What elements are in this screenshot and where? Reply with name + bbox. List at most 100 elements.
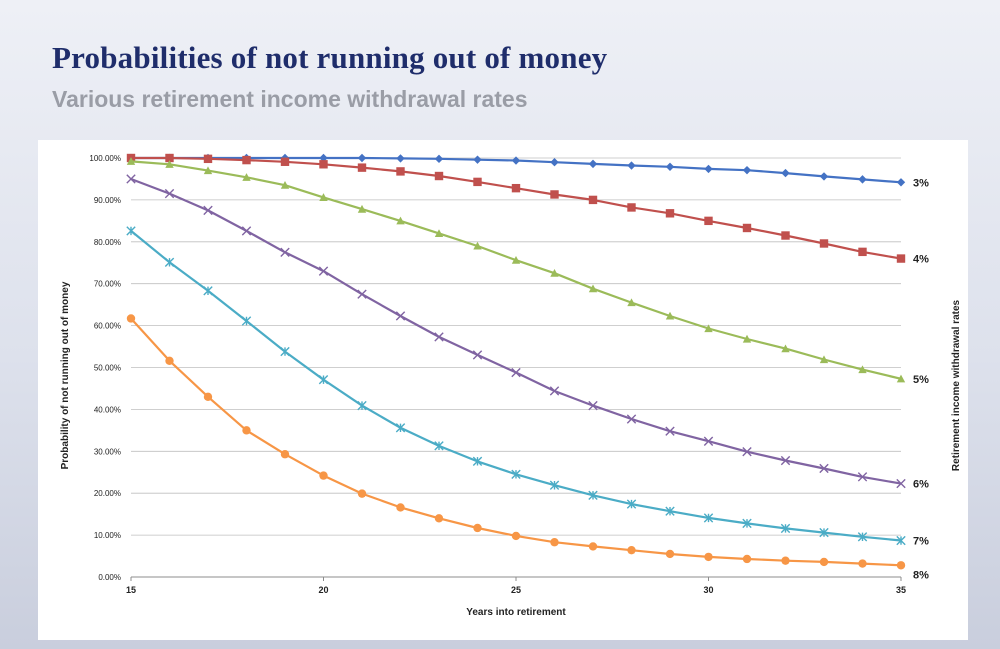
series-label: 5% <box>913 374 929 386</box>
x-tick-label: 35 <box>896 585 906 595</box>
data-point <box>434 514 444 523</box>
data-point <box>742 518 752 529</box>
data-point <box>665 162 675 171</box>
data-point <box>549 480 560 490</box>
data-point <box>819 557 829 567</box>
series-8pct: 8% <box>126 314 929 581</box>
data-point <box>588 400 598 411</box>
data-point <box>165 153 174 163</box>
data-point <box>126 157 136 165</box>
y-axis-title: Probability of not running out of money <box>60 281 71 469</box>
data-point <box>588 542 598 551</box>
data-point <box>319 160 328 169</box>
y-tick-label: 20.00% <box>94 489 121 498</box>
data-point <box>819 463 829 474</box>
data-point <box>203 286 213 296</box>
y-axis: 0.00% 10.00% 20.00% 30.00% 40.00% 50.00% 60.00… <box>89 154 121 582</box>
data-point <box>242 173 251 181</box>
y-tick-label: 0.00% <box>98 573 121 582</box>
data-point <box>434 441 444 451</box>
data-point <box>395 311 406 321</box>
data-point <box>588 159 598 169</box>
data-point <box>511 367 521 378</box>
data-point <box>858 559 867 568</box>
data-point <box>203 154 213 164</box>
data-point <box>665 209 675 218</box>
series-label: 8% <box>913 569 929 581</box>
series-7pct: 7% <box>126 226 929 548</box>
data-point <box>857 472 868 482</box>
slide-title: Probabilities of not running out of mone… <box>52 40 608 75</box>
data-point <box>165 356 174 365</box>
data-point <box>280 157 290 166</box>
data-point <box>781 344 790 353</box>
series-label: 4% <box>913 254 929 266</box>
data-point <box>126 226 136 236</box>
series-line <box>130 230 902 542</box>
data-point <box>819 355 829 364</box>
data-point <box>780 523 791 534</box>
data-point <box>126 314 136 323</box>
x-axis-title: Years into retirement <box>466 607 566 618</box>
data-point <box>357 400 367 411</box>
data-point <box>896 254 906 263</box>
data-point <box>704 164 713 174</box>
data-point <box>280 450 290 459</box>
data-point <box>857 532 868 542</box>
data-point <box>704 216 713 226</box>
secondary-axis-title: Retirement income withdrawal rates <box>951 299 962 471</box>
data-point <box>819 239 829 248</box>
data-point <box>588 490 598 500</box>
series-label: 7% <box>913 536 929 548</box>
data-point <box>165 160 174 168</box>
data-point <box>396 167 405 176</box>
data-point <box>626 414 637 424</box>
data-point <box>627 298 636 307</box>
x-tick-label: 15 <box>126 585 136 595</box>
data-point <box>241 226 252 236</box>
data-point <box>703 513 714 523</box>
data-point <box>395 423 406 433</box>
data-point <box>550 538 559 547</box>
data-point <box>780 455 791 466</box>
data-point <box>896 535 906 546</box>
data-point <box>357 153 367 163</box>
data-point <box>704 552 713 562</box>
data-point <box>549 386 560 396</box>
data-point <box>627 545 636 555</box>
data-point <box>318 266 329 276</box>
data-point <box>242 426 251 435</box>
data-point <box>434 332 444 342</box>
data-point <box>164 188 175 199</box>
data-point <box>473 241 482 250</box>
x-tick-label: 25 <box>511 585 521 595</box>
data-point <box>704 324 713 333</box>
data-point <box>473 523 482 533</box>
series-label: 3% <box>913 177 929 189</box>
data-point <box>896 478 906 489</box>
data-point <box>742 223 752 233</box>
series-6pct: 6% <box>126 174 929 491</box>
data-point <box>550 269 559 277</box>
data-point <box>819 172 829 181</box>
data-point <box>319 471 328 480</box>
data-point <box>357 489 367 498</box>
data-point <box>357 204 367 213</box>
data-point <box>896 561 906 570</box>
data-point <box>511 183 521 193</box>
data-point <box>626 499 637 509</box>
data-point <box>203 166 213 175</box>
data-point <box>781 231 790 240</box>
data-point <box>472 456 483 467</box>
data-point <box>781 168 790 178</box>
data-point <box>627 203 636 212</box>
data-point <box>473 177 482 187</box>
data-point <box>396 154 405 163</box>
data-point <box>280 247 290 257</box>
x-axis: 15 20 25 30 35 <box>126 576 906 595</box>
data-point <box>511 469 521 480</box>
data-point <box>742 165 752 175</box>
line-chart: 0.00% 10.00% 20.00% 30.00% 40.00% 50.00% 60.00… <box>60 153 962 618</box>
data-point <box>665 311 675 320</box>
data-point <box>434 154 444 164</box>
